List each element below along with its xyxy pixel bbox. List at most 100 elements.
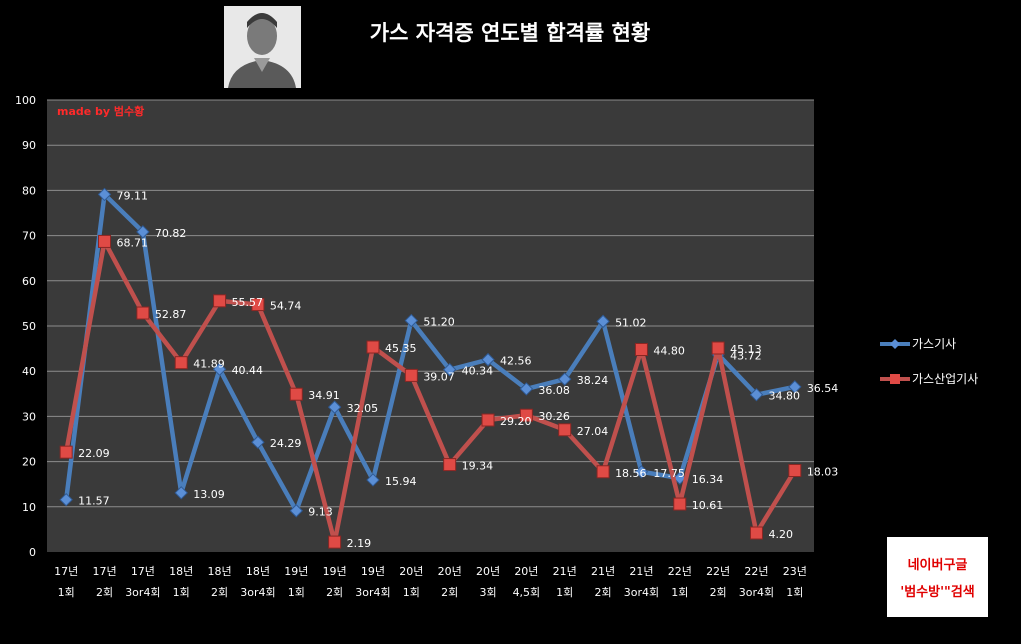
x-tick-label-round: 3or4회: [624, 586, 659, 599]
x-tick-label-year: 22년: [668, 565, 692, 578]
avatar-icon: [224, 6, 301, 88]
point-marker: [634, 465, 649, 479]
data-label: 44.80: [653, 345, 685, 358]
x-tick-label-year: 21년: [591, 565, 615, 578]
x-tick-label-round: 2회: [326, 586, 343, 599]
point-marker: [749, 526, 763, 540]
data-label: 13.09: [193, 488, 225, 501]
x-tick-label-year: 20년: [399, 565, 423, 578]
legend-label: 가스산업기사: [912, 372, 978, 386]
point-marker: [481, 352, 495, 367]
point-marker: [749, 387, 764, 402]
x-tick-label-year: 17년: [92, 565, 116, 578]
x-tick-label-year: 18년: [169, 565, 193, 578]
x-tick-label-year: 19년: [361, 565, 385, 578]
data-label: 22.09: [78, 447, 110, 460]
credit-text: made by 범수황: [57, 104, 144, 118]
data-label: 36.08: [538, 384, 570, 397]
y-axis-ticks: 0 10 20 30 40 50 60 70 80 90 100: [15, 94, 36, 559]
x-tick-label-round: 3or4회: [739, 586, 774, 599]
point-marker: [289, 504, 303, 518]
point-marker: [596, 465, 610, 479]
x-tick-label-round: 1회: [58, 586, 75, 599]
data-label: 51.20: [423, 316, 455, 329]
x-tick-label-year: 20년: [476, 565, 500, 578]
point-marker: [404, 313, 419, 328]
y-tick-label: 80: [22, 184, 36, 197]
point-marker: [519, 382, 534, 396]
point-marker: [711, 341, 725, 355]
point-marker: [136, 306, 150, 320]
series-lines: [59, 187, 802, 549]
legend-marker: [890, 339, 900, 349]
data-label: 11.57: [78, 495, 110, 508]
point-marker: [442, 362, 457, 377]
point-marker: [136, 225, 150, 239]
x-tick-label-round: 1회: [671, 586, 688, 599]
point-marker: [519, 408, 533, 422]
x-tick-label-round: 1회: [403, 586, 420, 599]
x-tick-label-round: 2회: [441, 586, 458, 599]
point-marker: [251, 435, 265, 449]
x-tick-label-round: 3or4회: [355, 586, 390, 599]
point-marker: [788, 464, 802, 478]
point-marker: [673, 471, 687, 485]
x-tick-label-round: 1회: [786, 586, 803, 599]
data-label: 54.74: [270, 300, 302, 313]
x-tick-label-round: 2회: [710, 586, 727, 599]
x-tick-label-year: 22년: [706, 565, 730, 578]
point-marker: [404, 368, 418, 382]
data-label: 43.72: [730, 349, 762, 362]
data-label: 39.07: [423, 370, 455, 383]
x-tick-label-round: 2회: [211, 586, 228, 599]
point-marker: [558, 372, 572, 386]
data-label: 34.80: [768, 390, 800, 403]
legend-marker: [890, 374, 900, 384]
point-marker: [673, 497, 687, 511]
point-marker: [366, 340, 380, 354]
data-label: 79.11: [117, 189, 148, 202]
x-tick-label-round: 1회: [173, 586, 190, 599]
point-marker: [97, 187, 112, 202]
x-tick-label-year: 19년: [284, 565, 308, 578]
y-tick-label: 40: [22, 365, 36, 378]
y-tick-label: 60: [22, 275, 36, 288]
x-tick-label-round: 3or4회: [125, 586, 160, 599]
point-marker: [558, 423, 572, 437]
data-label: 17.75: [653, 467, 685, 480]
point-marker: [481, 413, 495, 427]
x-tick-label-year: 20년: [514, 565, 538, 578]
naver-line1: 네이버구글: [907, 558, 968, 573]
data-label: 29.20: [500, 415, 532, 428]
point-marker: [634, 343, 648, 357]
point-marker: [289, 387, 303, 401]
data-label: 38.24: [577, 374, 609, 387]
point-marker: [59, 445, 73, 459]
data-label: 2.19: [347, 537, 372, 550]
x-tick-label-year: 20년: [438, 565, 462, 578]
x-tick-label-year: 17년: [131, 565, 155, 578]
y-tick-label: 70: [22, 230, 36, 243]
naver-search-box: 네이버구글 '범수방'"검색: [887, 537, 988, 617]
y-tick-label: 50: [22, 320, 36, 333]
point-marker: [596, 314, 610, 329]
x-tick-label-year: 17년: [54, 565, 78, 578]
point-marker: [443, 458, 457, 472]
x-tick-label-year: 18년: [246, 565, 270, 578]
data-label: 68.71: [117, 236, 148, 249]
y-tick-label: 20: [22, 456, 36, 469]
data-label: 4.20: [768, 528, 793, 541]
point-marker: [98, 234, 112, 248]
point-marker: [251, 298, 265, 312]
x-tick-label-round: 3회: [479, 586, 496, 599]
x-axis-ticks: 17년 1회 17년 2회 17년 3or4회 18년 1회 18년 2회 18년 3or4회 19년 1…: [54, 565, 807, 599]
y-tick-label: 30: [22, 410, 36, 423]
x-tick-label-year: 18년: [208, 565, 232, 578]
data-label: 30.26: [538, 410, 570, 423]
point-marker: [213, 294, 227, 308]
data-label: 16.34: [692, 473, 724, 486]
x-tick-label-round: 3or4회: [240, 586, 275, 599]
y-tick-label: 10: [22, 501, 36, 514]
data-label: 36.54: [807, 382, 839, 395]
